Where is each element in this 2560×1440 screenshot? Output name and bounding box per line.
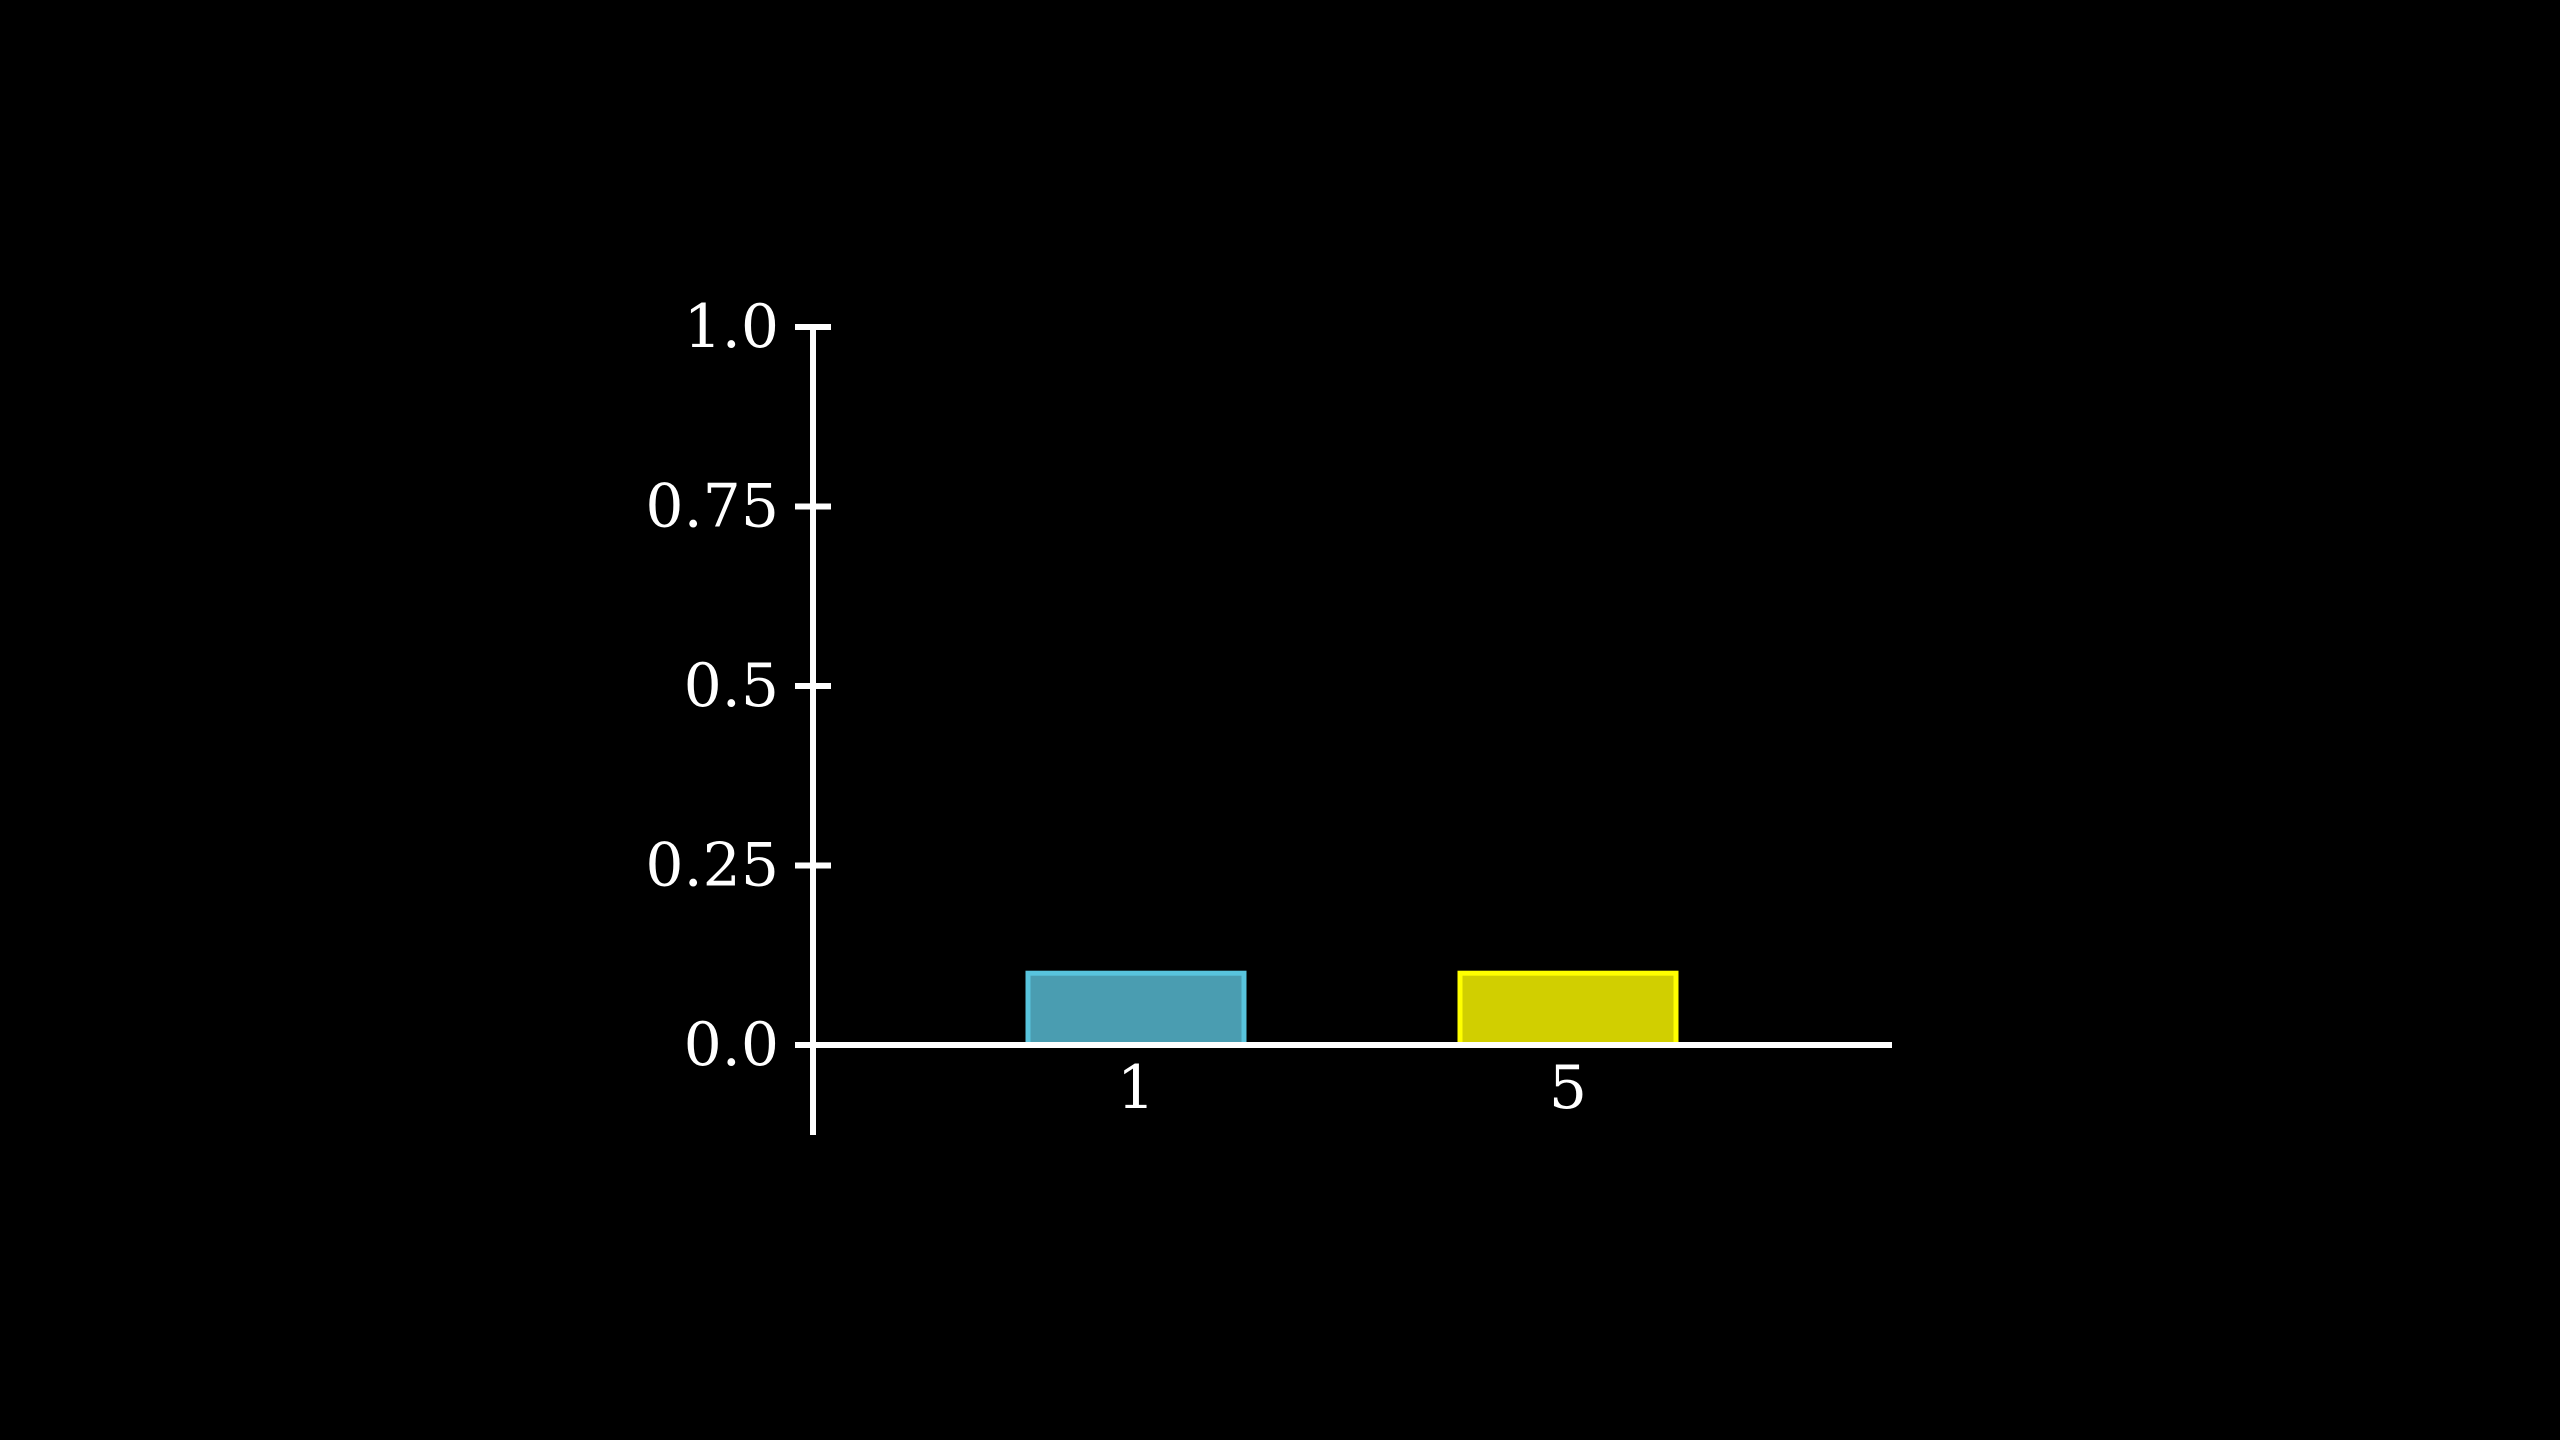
bars-group	[1025, 970, 1679, 1048]
y-tick-label: 0.75	[645, 472, 779, 542]
x-tick-label: 1	[1117, 1053, 1155, 1123]
y-tick-label: 0.0	[684, 1010, 779, 1080]
y-tick-label: 1.0	[684, 292, 779, 362]
bar-5	[1457, 970, 1679, 1048]
y-tick-label: 0.25	[645, 831, 779, 901]
x-tick-label: 5	[1549, 1053, 1587, 1123]
y-tick-label: 0.5	[684, 651, 779, 721]
axes-group	[810, 327, 1892, 1135]
y-ticks-group: 0.0 0.25 0.5 0.75 1.0	[645, 292, 831, 1080]
bar-1	[1025, 970, 1247, 1048]
